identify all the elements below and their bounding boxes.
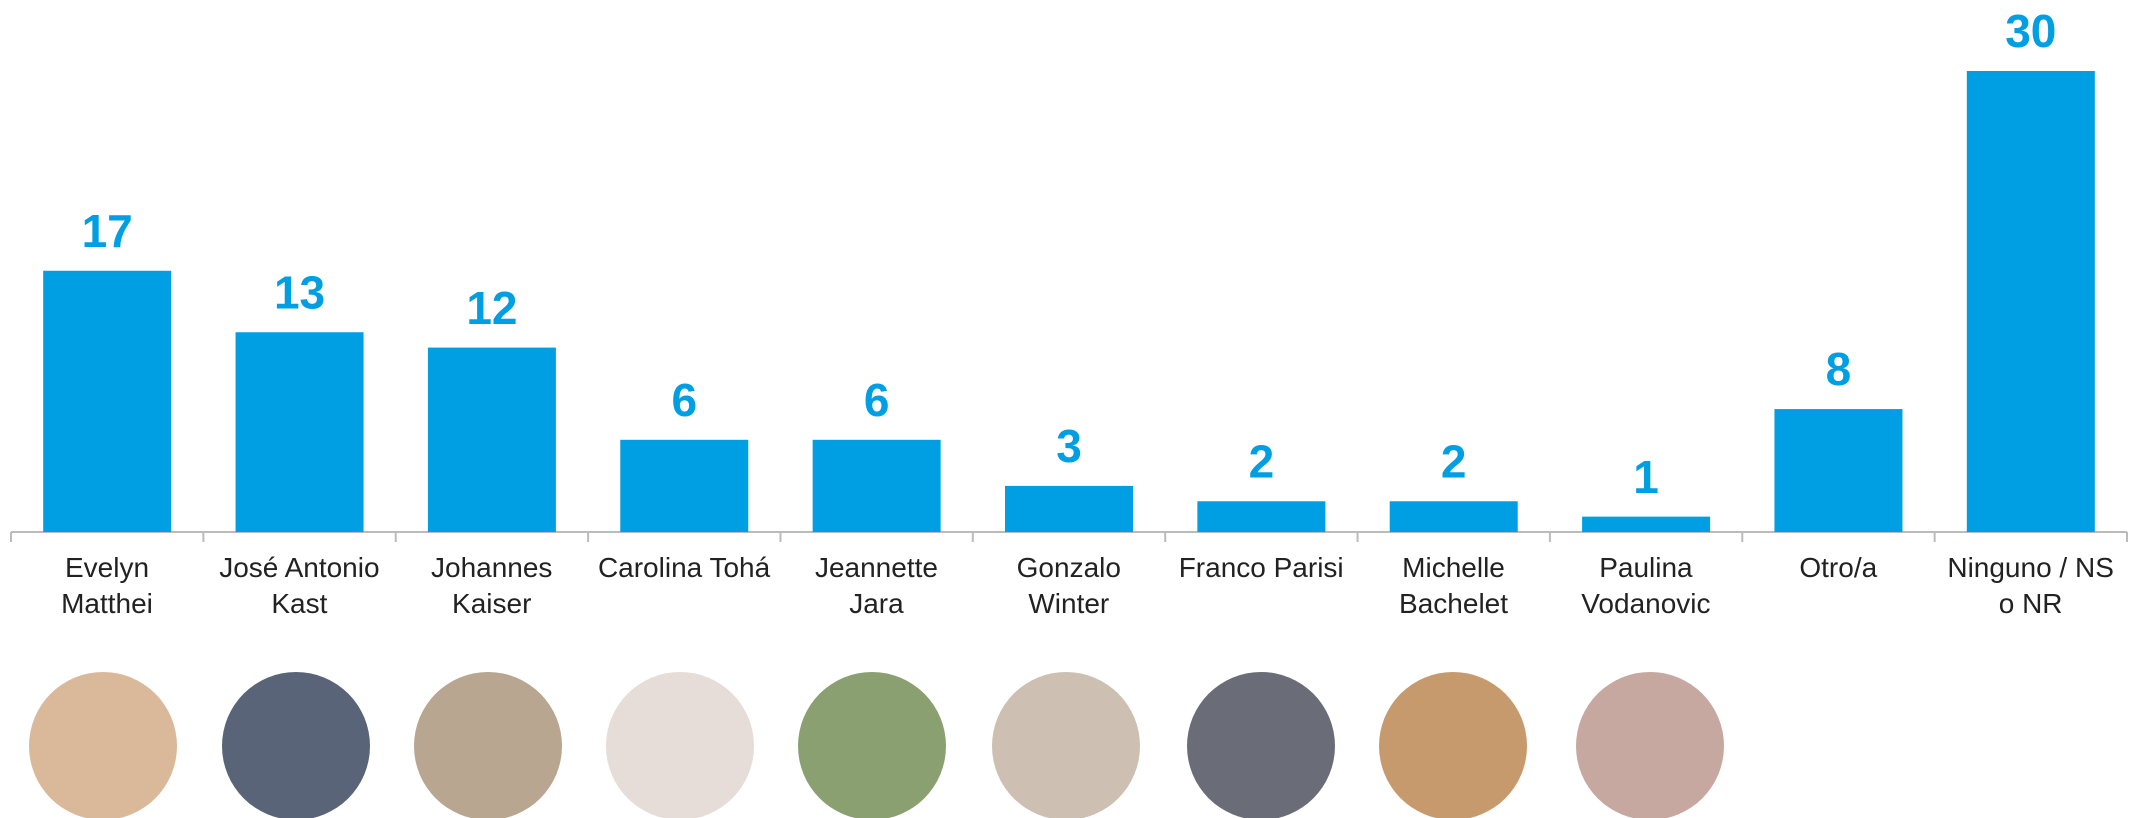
value-label: 6 <box>864 374 890 426</box>
bar <box>1197 501 1325 532</box>
photo <box>1576 672 1724 818</box>
bar <box>1774 409 1902 532</box>
bar <box>1582 517 1710 532</box>
value-label: 2 <box>1441 435 1467 487</box>
photo <box>222 672 370 818</box>
bar <box>236 332 364 532</box>
photo <box>29 672 177 818</box>
photo <box>606 672 754 818</box>
x-tick-label: Franco Parisi <box>1165 550 1357 586</box>
value-label: 8 <box>1826 343 1852 395</box>
photo <box>1379 672 1527 818</box>
x-tick-label: Evelyn Matthei <box>11 550 203 622</box>
x-tick-label: Otro/a <box>1742 550 1934 586</box>
photos <box>29 672 1724 818</box>
bar <box>620 440 748 532</box>
value-label: 6 <box>671 374 697 426</box>
value-label: 3 <box>1056 420 1082 472</box>
x-tick-label: José Antonio Kast <box>203 550 395 622</box>
x-tick-label: Paulina Vodanovic <box>1550 550 1742 622</box>
bar <box>428 348 556 532</box>
value-label: 1 <box>1633 451 1659 503</box>
x-tick-label: Johannes Kaiser <box>396 550 588 622</box>
bar <box>813 440 941 532</box>
bar <box>43 271 171 532</box>
x-tick-label: Michelle Bachelet <box>1358 550 1550 622</box>
value-label: 12 <box>466 282 517 334</box>
chart: 17 13 12 6 6 3 2 2 1 8 30 Evelyn MattheiJosé Anton… <box>0 0 2143 818</box>
value-label: 13 <box>274 266 325 318</box>
bar <box>1005 486 1133 532</box>
value-label: 30 <box>2005 5 2056 57</box>
bar <box>1390 501 1518 532</box>
photo <box>1187 672 1335 818</box>
value-label: 17 <box>82 205 133 257</box>
value-label: 2 <box>1249 435 1275 487</box>
x-tick-label: Ninguno / NS o NR <box>1935 550 2127 622</box>
x-tick-label: Jeannette Jara <box>780 550 972 622</box>
photo <box>798 672 946 818</box>
chart-svg: 17 13 12 6 6 3 2 2 1 8 30 <box>0 0 2143 818</box>
photo <box>992 672 1140 818</box>
photo <box>414 672 562 818</box>
x-tick-label: Carolina Tohá <box>588 550 780 586</box>
bar <box>1967 71 2095 532</box>
x-tick-label: Gonzalo Winter <box>973 550 1165 622</box>
